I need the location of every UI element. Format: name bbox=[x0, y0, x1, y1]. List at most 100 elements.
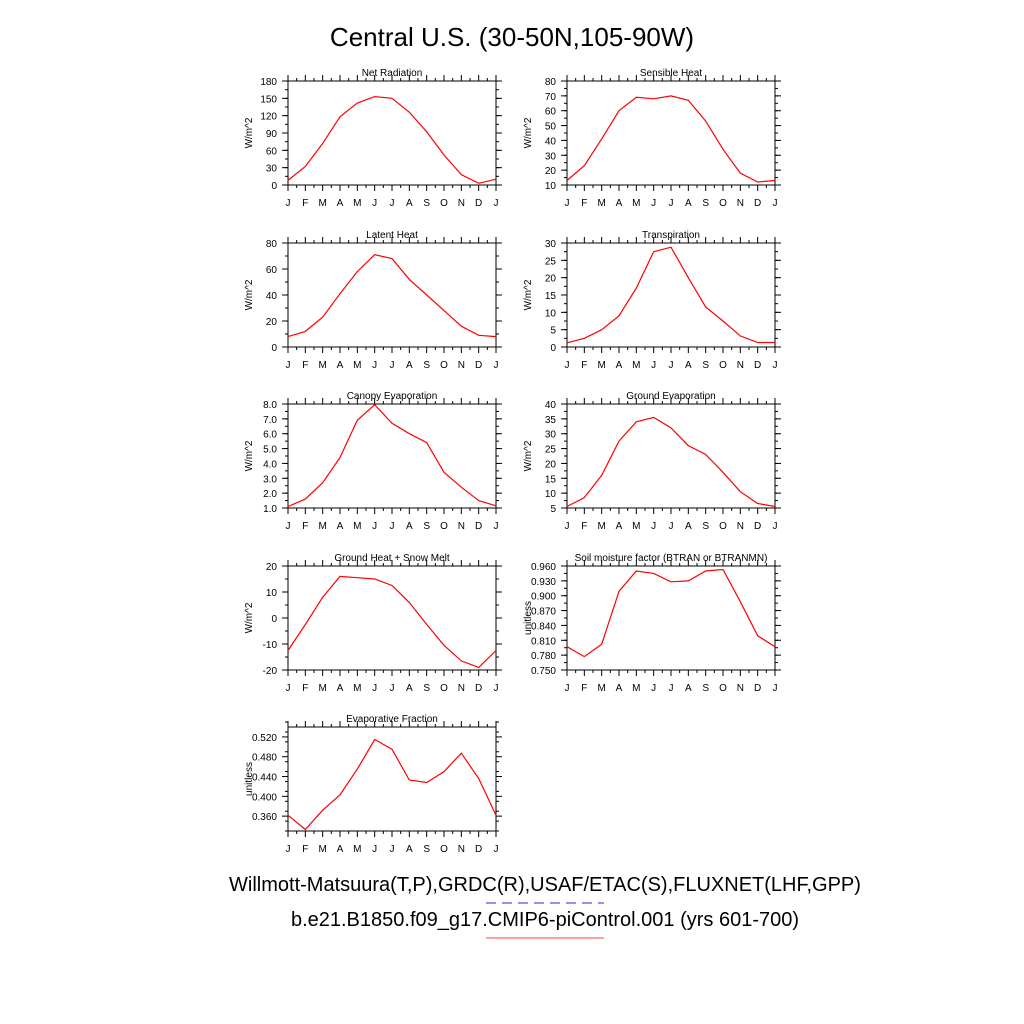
x-tick-label: M bbox=[318, 844, 326, 855]
y-tick-label: 0.780 bbox=[531, 651, 556, 662]
x-tick-label: A bbox=[616, 683, 623, 694]
x-tick-label: J bbox=[669, 360, 674, 371]
plot-frame bbox=[287, 80, 497, 186]
series-line bbox=[287, 254, 497, 338]
x-tick-label: M bbox=[597, 198, 605, 209]
x-tick-label: A bbox=[406, 521, 413, 532]
panel-title: Latent Heat bbox=[366, 230, 418, 241]
y-tick-label: 15 bbox=[545, 291, 557, 302]
y-tick-label: 0.930 bbox=[531, 577, 556, 588]
x-tick-label: J bbox=[773, 360, 778, 371]
panel-title: Transpiration bbox=[642, 230, 700, 241]
x-tick-label: O bbox=[440, 683, 448, 694]
y-tick-label: 0 bbox=[550, 343, 556, 354]
y-tick-label: 0.480 bbox=[252, 753, 277, 764]
y-axis-label: W/m^2 bbox=[244, 117, 255, 148]
x-tick-label: O bbox=[719, 521, 727, 532]
y-tick-label: 30 bbox=[266, 164, 278, 175]
y-tick-label: 60 bbox=[545, 107, 557, 118]
x-tick-label: M bbox=[632, 360, 640, 371]
x-tick-label: S bbox=[423, 521, 430, 532]
x-tick-label: M bbox=[597, 683, 605, 694]
x-tick-label: J bbox=[651, 198, 656, 209]
y-tick-label: 0 bbox=[271, 614, 277, 625]
x-tick-label: M bbox=[353, 360, 361, 371]
y-tick-label: 60 bbox=[266, 146, 278, 157]
y-tick-label: 7.0 bbox=[263, 415, 277, 426]
x-tick-label: J bbox=[390, 844, 395, 855]
x-tick-label: D bbox=[754, 521, 761, 532]
series-line bbox=[287, 95, 497, 184]
y-tick-label: 8.0 bbox=[263, 400, 277, 411]
x-tick-label: M bbox=[632, 521, 640, 532]
y-tick-label: 4.0 bbox=[263, 459, 277, 470]
x-tick-label: J bbox=[669, 198, 674, 209]
y-tick-label: 70 bbox=[545, 92, 557, 103]
y-tick-label: 40 bbox=[545, 400, 557, 411]
figure-title: Central U.S. (30-50N,105-90W) bbox=[330, 22, 694, 52]
x-tick-label: J bbox=[286, 360, 291, 371]
y-axis-label: unitless bbox=[244, 762, 255, 796]
x-tick-label: A bbox=[616, 198, 623, 209]
y-tick-label: 20 bbox=[545, 459, 557, 470]
x-tick-label: J bbox=[286, 683, 291, 694]
x-tick-label: J bbox=[372, 844, 377, 855]
x-tick-label: O bbox=[719, 198, 727, 209]
series-line bbox=[287, 575, 497, 669]
y-tick-label: 30 bbox=[545, 239, 557, 250]
plot-frame bbox=[566, 403, 776, 509]
y-tick-label: 20 bbox=[266, 317, 278, 328]
plot-frame bbox=[566, 80, 776, 186]
x-tick-label: M bbox=[632, 683, 640, 694]
x-tick-label: S bbox=[423, 360, 430, 371]
x-tick-label: J bbox=[651, 360, 656, 371]
x-tick-label: S bbox=[423, 198, 430, 209]
panel-title: Ground Evaporation bbox=[626, 391, 716, 402]
y-tick-label: 0 bbox=[271, 343, 277, 354]
x-tick-label: F bbox=[581, 683, 587, 694]
y-tick-label: 2.0 bbox=[263, 489, 277, 500]
x-tick-label: J bbox=[372, 198, 377, 209]
x-tick-label: M bbox=[597, 360, 605, 371]
x-tick-label: M bbox=[353, 844, 361, 855]
x-tick-label: F bbox=[302, 360, 308, 371]
x-tick-label: A bbox=[685, 521, 692, 532]
x-tick-label: J bbox=[669, 683, 674, 694]
x-tick-label: J bbox=[773, 198, 778, 209]
x-tick-label: O bbox=[440, 844, 448, 855]
x-tick-label: A bbox=[337, 198, 344, 209]
series-line bbox=[566, 95, 776, 183]
y-axis-label: W/m^2 bbox=[244, 279, 255, 310]
series-line bbox=[566, 568, 776, 658]
x-tick-label: J bbox=[286, 844, 291, 855]
x-tick-label: S bbox=[702, 683, 709, 694]
x-tick-label: A bbox=[337, 360, 344, 371]
series-line bbox=[287, 403, 497, 508]
y-axis-label: W/m^2 bbox=[244, 440, 255, 471]
x-tick-label: S bbox=[423, 844, 430, 855]
x-tick-label: N bbox=[458, 683, 465, 694]
x-tick-label: J bbox=[494, 844, 499, 855]
x-tick-label: N bbox=[458, 844, 465, 855]
x-tick-label: J bbox=[390, 360, 395, 371]
x-tick-label: F bbox=[581, 360, 587, 371]
plot-frame bbox=[287, 565, 497, 671]
x-tick-label: D bbox=[475, 198, 482, 209]
x-tick-label: F bbox=[302, 683, 308, 694]
x-tick-label: A bbox=[337, 521, 344, 532]
y-tick-label: 80 bbox=[266, 239, 278, 250]
x-tick-label: D bbox=[475, 844, 482, 855]
model-case-label: b.e21.B1850.f09_g17.CMIP6-piControl.001 … bbox=[291, 909, 799, 931]
y-tick-label: -10 bbox=[263, 640, 278, 651]
panel-title: Net Radiation bbox=[362, 68, 423, 79]
x-tick-label: M bbox=[318, 360, 326, 371]
x-tick-label: O bbox=[440, 198, 448, 209]
x-tick-label: N bbox=[737, 198, 744, 209]
y-tick-label: 40 bbox=[545, 136, 557, 147]
y-tick-label: 60 bbox=[266, 265, 278, 276]
y-tick-label: 10 bbox=[545, 308, 557, 319]
